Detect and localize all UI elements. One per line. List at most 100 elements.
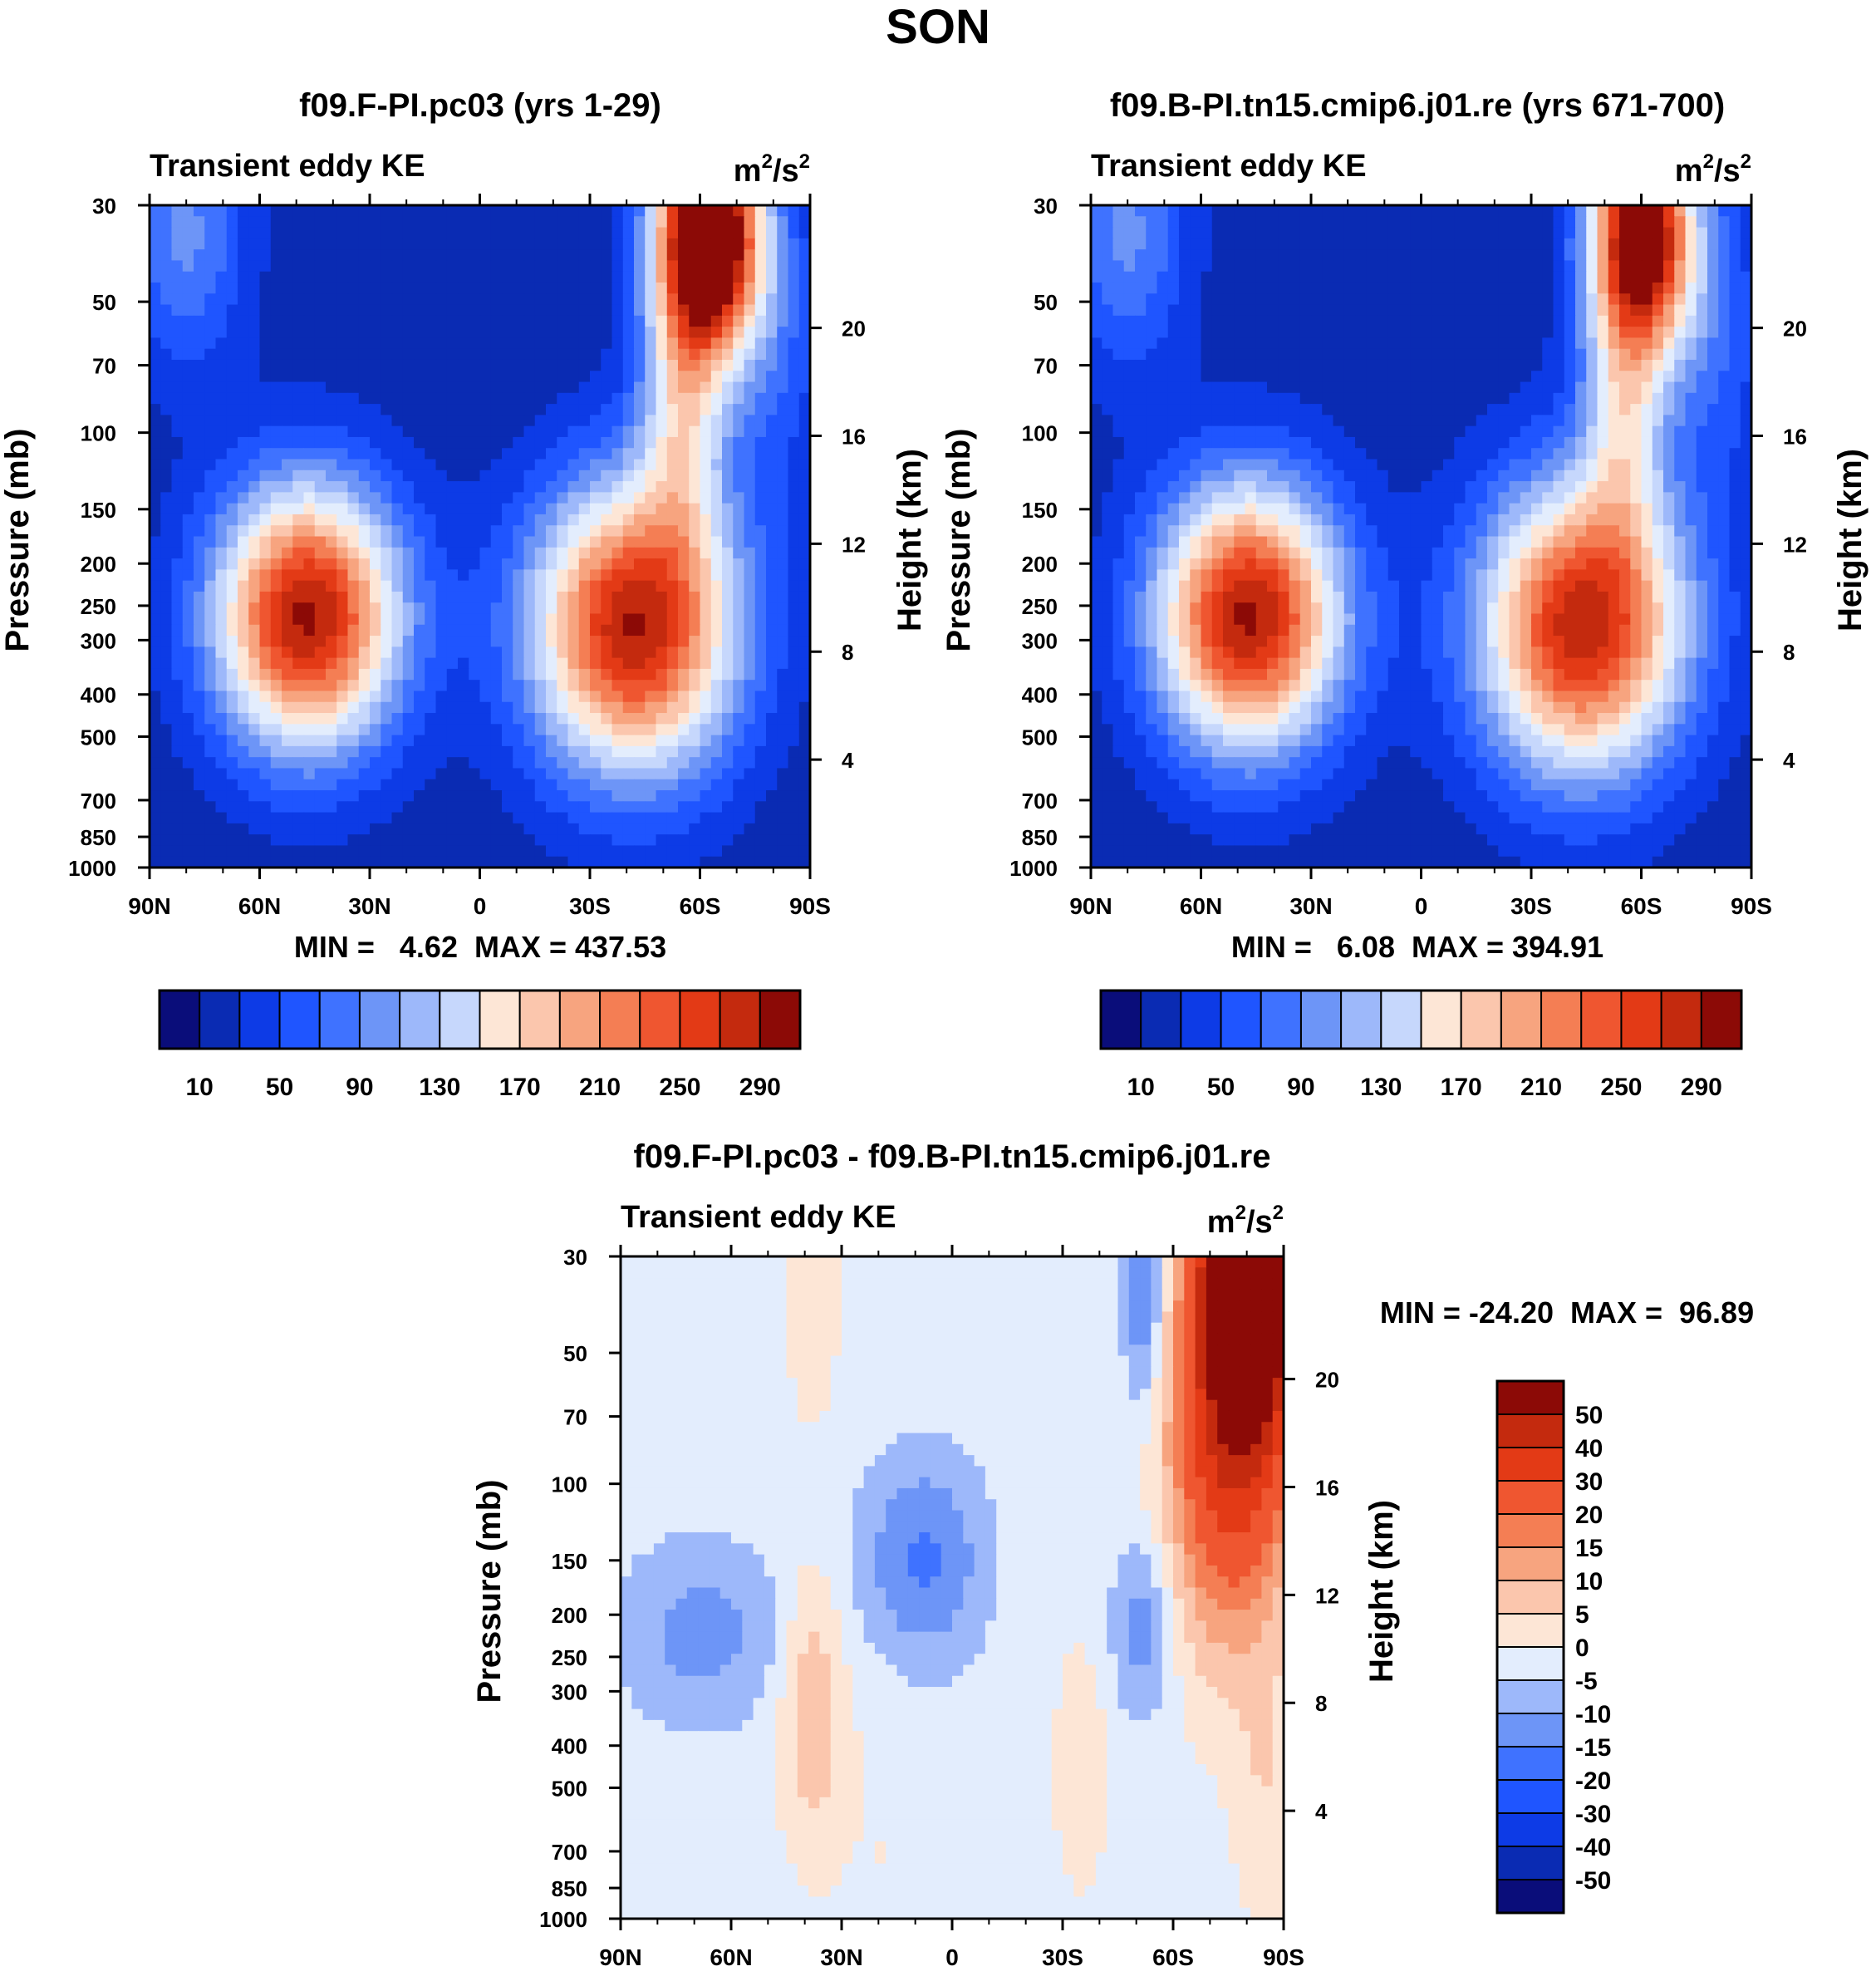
contour-cell — [304, 790, 316, 802]
contour-cell — [359, 680, 371, 691]
colorbar-label: 170 — [499, 1074, 541, 1101]
contour-cell — [260, 691, 272, 702]
contour-cell — [1531, 249, 1543, 261]
contour-cell — [1630, 371, 1642, 382]
contour-cell — [304, 327, 316, 338]
contour-cell — [1443, 371, 1455, 382]
contour-cell — [590, 448, 602, 460]
contour-cell — [238, 448, 249, 460]
contour-cell — [1598, 360, 1609, 371]
contour-cell — [579, 834, 591, 846]
contour-cell — [535, 779, 547, 791]
contour-cell — [348, 382, 360, 394]
contour-cell — [304, 537, 316, 548]
contour-cell — [1663, 337, 1675, 349]
contour-cell — [513, 558, 524, 570]
contour-cell — [788, 602, 800, 614]
contour-cell — [425, 845, 436, 857]
contour-cell — [1630, 426, 1642, 438]
contour-cell — [557, 360, 568, 371]
contour-cell — [1564, 316, 1576, 327]
contour-cell — [1498, 260, 1510, 272]
contour-cell — [1190, 283, 1201, 294]
contour-cell — [1333, 283, 1345, 294]
contour-cell — [204, 448, 216, 460]
contour-cell — [447, 238, 459, 250]
contour-cell — [336, 249, 348, 261]
contour-cell — [524, 327, 536, 338]
contour-cell — [160, 504, 172, 515]
contour-cell — [546, 360, 557, 371]
contour-cell — [524, 437, 536, 449]
contour-cell — [194, 602, 205, 614]
contour-cell — [326, 404, 337, 415]
contour-cell — [1113, 216, 1125, 228]
contour-cell — [689, 768, 700, 779]
contour-cell — [667, 834, 679, 846]
contour-cell — [304, 393, 316, 405]
contour-cell — [204, 757, 216, 769]
contour-cell — [336, 470, 348, 482]
contour-cell — [403, 404, 415, 415]
contour-cell — [634, 337, 646, 349]
contour-cell — [392, 602, 404, 614]
contour-cell — [612, 504, 624, 515]
contour-cell — [557, 205, 568, 217]
contour-cell — [458, 216, 469, 228]
contour-cell — [1168, 404, 1180, 415]
contour-cell — [292, 735, 304, 747]
contour-cell — [248, 460, 260, 471]
contour-cell — [1718, 415, 1730, 426]
contour-cell — [381, 790, 392, 802]
contour-cell — [601, 768, 612, 779]
contour-cell — [557, 702, 568, 714]
contour-cell — [304, 382, 316, 394]
contour-cell — [1454, 337, 1466, 349]
contour-cell — [634, 801, 646, 813]
contour-cell — [304, 581, 316, 592]
contour-cell — [1410, 305, 1422, 317]
contour-cell — [1102, 216, 1113, 228]
contour-cell — [1653, 272, 1664, 283]
contour-cell — [1730, 249, 1741, 261]
x-tick-label: 0 — [474, 893, 487, 919]
contour-cell — [248, 238, 260, 250]
contour-cell — [469, 349, 480, 361]
contour-cell — [1366, 260, 1378, 272]
contour-cell — [1168, 316, 1180, 327]
contour-cell — [579, 283, 591, 294]
contour-cell — [1487, 371, 1499, 382]
y-tick-label: 50 — [92, 290, 116, 315]
contour-cell — [579, 658, 591, 670]
contour-cell — [1454, 393, 1466, 405]
contour-cell — [304, 437, 316, 449]
contour-cell — [348, 625, 360, 637]
contour-cell — [733, 470, 744, 482]
contour-cell — [667, 514, 679, 526]
panel-2-left-label: Transient eddy KE — [1091, 149, 1367, 184]
contour-cell — [1256, 293, 1268, 305]
contour-cell — [678, 460, 690, 471]
contour-cell — [359, 228, 371, 239]
contour-cell — [227, 713, 238, 725]
contour-cell — [1355, 360, 1367, 371]
contour-cell — [689, 460, 700, 471]
contour-cell — [1542, 327, 1554, 338]
contour-cell — [381, 602, 392, 614]
contour-cell — [777, 492, 788, 504]
contour-cell — [1554, 337, 1565, 349]
contour-cell — [1333, 238, 1345, 250]
contour-cell — [579, 437, 591, 449]
contour-cell — [1267, 238, 1279, 250]
contour-cell — [557, 460, 568, 471]
contour-cell — [1267, 415, 1279, 426]
contour-cell — [271, 305, 282, 317]
contour-cell — [524, 514, 536, 526]
contour-cell — [414, 492, 425, 504]
contour-cell — [183, 470, 194, 482]
contour-cell — [579, 592, 591, 603]
contour-cell — [1586, 404, 1598, 415]
contour-cell — [1619, 415, 1631, 426]
contour-cell — [667, 382, 679, 394]
contour-cell — [204, 272, 216, 283]
